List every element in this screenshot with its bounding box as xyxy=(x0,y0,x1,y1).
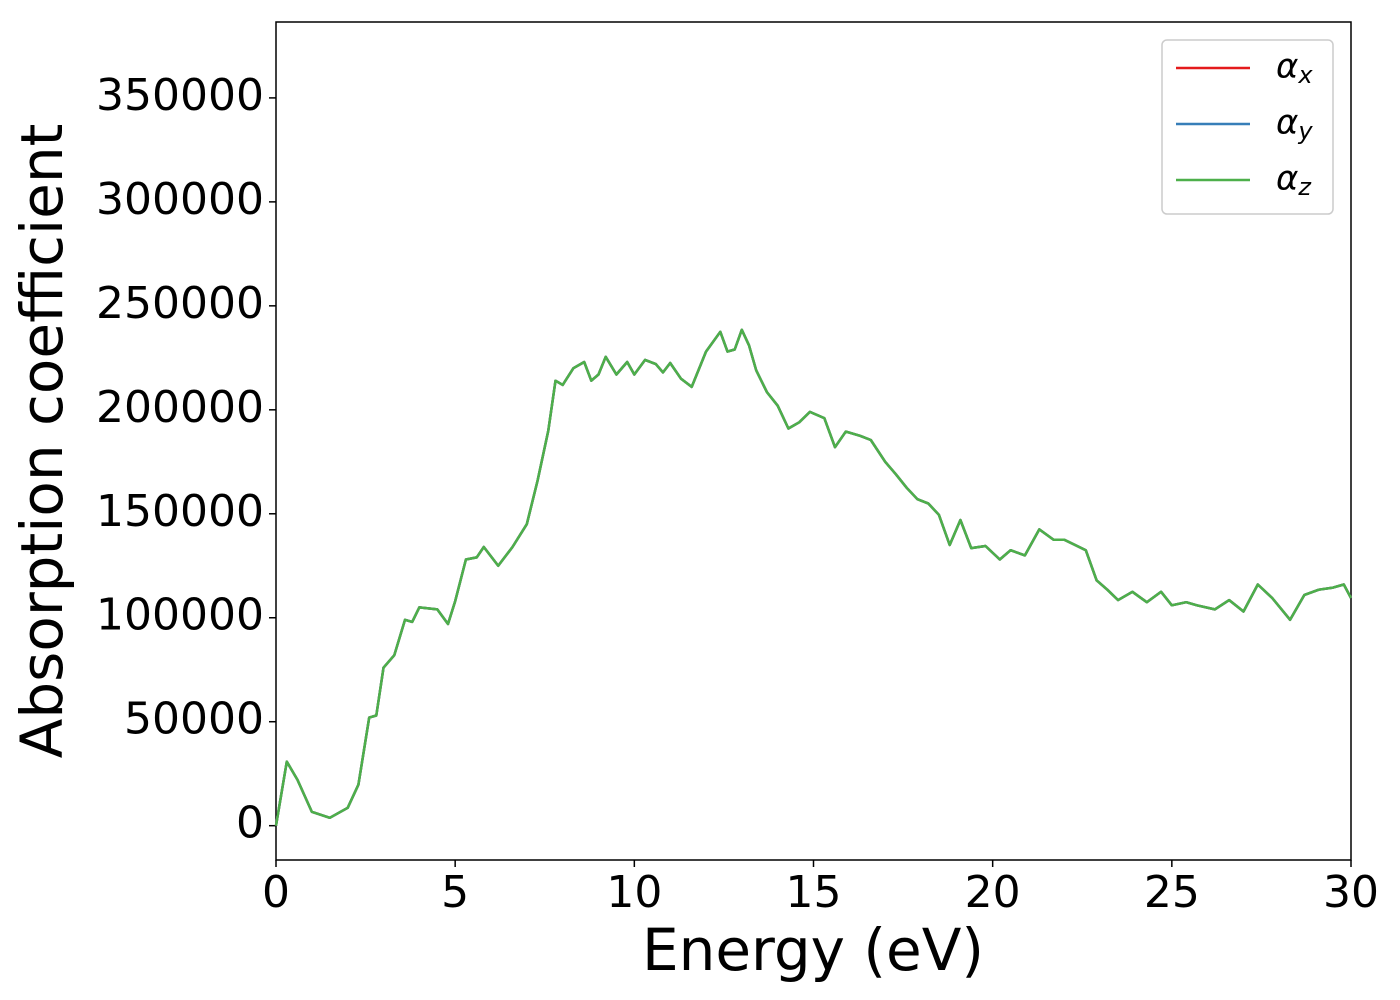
x-tick-label: 25 xyxy=(1144,867,1200,918)
line-series xyxy=(274,328,1353,826)
y-tick-label: 200000 xyxy=(96,382,264,433)
y-axis-label: Absorption coefficient xyxy=(8,124,76,759)
legend-label: αx xyxy=(1276,47,1313,90)
y-tick-label: 150000 xyxy=(96,486,264,537)
y-tick-label: 50000 xyxy=(124,694,264,745)
line-series xyxy=(274,328,1353,826)
x-tick-label: 0 xyxy=(262,867,290,918)
x-tick-label: 10 xyxy=(606,867,662,918)
x-tick-label: 20 xyxy=(965,867,1021,918)
x-tick-label: 5 xyxy=(441,867,469,918)
y-tick-label: 350000 xyxy=(96,70,264,121)
x-tick-label: 30 xyxy=(1323,867,1379,918)
x-tick-label: 15 xyxy=(786,867,842,918)
y-tick-label: 300000 xyxy=(96,174,264,225)
y-tick-label: 250000 xyxy=(96,278,264,329)
line-series xyxy=(274,328,1353,826)
legend-label: αy xyxy=(1276,103,1313,146)
x-axis-label: Energy (eV) xyxy=(642,916,984,984)
legend-box xyxy=(1161,39,1334,215)
y-tick-label: 100000 xyxy=(96,590,264,641)
y-tick-label: 0 xyxy=(236,798,264,849)
